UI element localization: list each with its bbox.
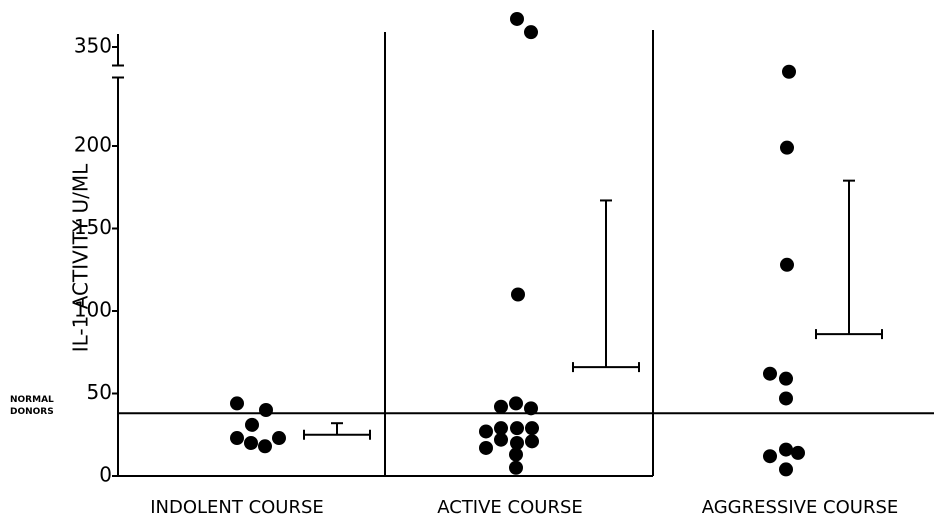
data-point <box>494 399 508 414</box>
y-tick-label: 150 <box>74 215 112 239</box>
data-point <box>779 391 793 406</box>
data-point <box>259 403 273 417</box>
data-point <box>510 436 524 450</box>
y-tick-label: 350 <box>74 34 112 58</box>
data-point <box>272 431 286 446</box>
data-point <box>510 11 524 26</box>
data-point <box>524 25 538 40</box>
y-tick-label: 100 <box>74 298 112 322</box>
data-point <box>230 396 244 411</box>
reference-label: DONORS <box>10 407 54 417</box>
data-point <box>782 64 796 79</box>
data-point <box>230 431 244 446</box>
data-point <box>779 462 793 477</box>
data-point <box>780 140 794 155</box>
x-tick-label: INDOLENT COURSE <box>150 497 324 518</box>
data-point <box>244 436 258 450</box>
reference-label: NORMAL <box>10 395 54 405</box>
data-point <box>525 421 539 436</box>
data-point <box>763 449 777 464</box>
data-point <box>494 432 508 447</box>
y-tick-label: 50 <box>87 380 112 404</box>
data-point <box>509 460 523 475</box>
x-tick-label: ACTIVE COURSE <box>437 497 583 518</box>
data-point <box>511 287 525 302</box>
data-point <box>779 442 793 457</box>
data-point <box>510 421 524 436</box>
data-point <box>509 396 523 411</box>
data-point <box>779 371 793 386</box>
data-point <box>245 417 259 432</box>
data-point <box>509 447 523 462</box>
data-point <box>479 424 493 439</box>
data-point <box>479 440 493 455</box>
data-point <box>763 366 777 381</box>
data-point <box>524 401 538 416</box>
data-point <box>525 434 539 449</box>
x-tick-label: AGGRESSIVE COURSE <box>702 497 899 518</box>
y-tick-label: 0 <box>99 463 112 487</box>
data-point <box>494 421 508 436</box>
data-point <box>791 445 805 460</box>
data-point <box>258 439 272 454</box>
data-point <box>780 257 794 272</box>
y-tick-label: 200 <box>74 133 112 157</box>
y-axis-label: IL-1 ACTIVITY U/ML <box>69 163 93 352</box>
